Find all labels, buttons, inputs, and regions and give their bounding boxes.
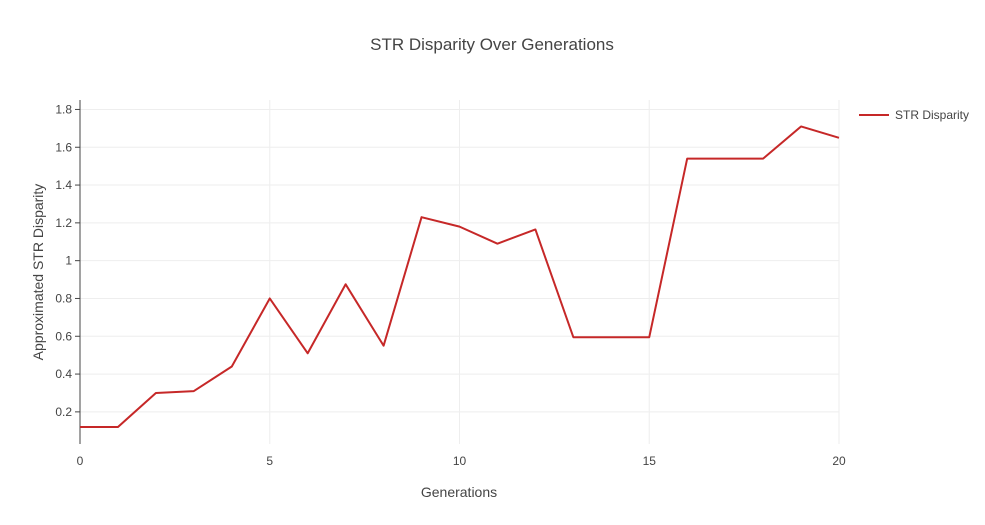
data-point[interactable] [607,333,615,341]
data-point[interactable] [380,342,388,350]
data-point[interactable] [645,333,653,341]
x-tick-label: 10 [453,454,467,468]
data-point[interactable] [797,122,805,130]
y-tick-label: 0.2 [55,405,72,419]
y-tick-label: 0.8 [55,291,72,305]
data-point[interactable] [76,423,84,431]
data-point[interactable] [342,280,350,288]
y-tick-label: 1.4 [55,178,72,192]
x-tick-label: 5 [266,454,273,468]
legend[interactable]: STR Disparity [859,108,969,122]
y-tick-label: 1.8 [55,102,72,116]
chart-title: STR Disparity Over Generations [370,35,614,54]
y-tick-label: 1.2 [55,216,72,230]
axes: 0 5 10 15 20 0.2 0.4 0.6 0.8 1 1.2 1.4 1.6 1.8 [55,100,846,468]
y-axis-title: Approximated STR Disparity [30,184,46,361]
data-point[interactable] [114,423,122,431]
x-tick-label: 15 [643,454,657,468]
legend-label: STR Disparity [895,108,969,122]
x-axis-title: Generations [421,484,497,500]
data-point[interactable] [190,387,198,395]
data-point[interactable] [759,155,767,163]
data-point[interactable] [721,155,729,163]
series-layer [76,122,843,431]
data-point[interactable] [835,134,843,142]
y-tick-label: 1 [65,254,72,268]
data-point[interactable] [228,363,236,371]
data-point[interactable] [152,389,160,397]
series-line[interactable] [80,125,840,428]
y-tick-label: 1.6 [55,140,72,154]
x-tick-label: 0 [77,454,84,468]
data-point[interactable] [418,213,426,221]
data-point[interactable] [456,223,464,231]
data-point[interactable] [569,333,577,341]
data-point[interactable] [683,155,691,163]
y-tick-label: 0.6 [55,329,72,343]
data-point[interactable] [266,294,274,302]
data-point[interactable] [531,225,539,233]
x-tick-label: 20 [832,454,846,468]
y-tick-label: 0.4 [55,367,72,381]
grid [80,100,840,444]
data-point[interactable] [493,240,501,248]
data-point[interactable] [304,349,312,357]
